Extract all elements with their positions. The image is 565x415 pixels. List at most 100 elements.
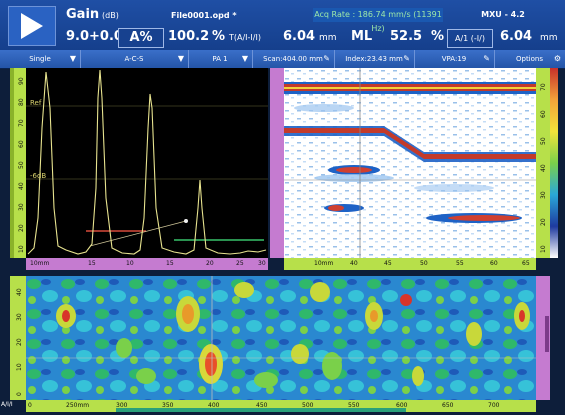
edit-pencil-icon: ✎: [403, 54, 410, 63]
ruler-strip: [10, 68, 14, 258]
ruler-tick: 250mm: [66, 402, 90, 409]
cscan-scan-ruler[interactable]: 0 250mm 300 350 400 450 500 550 600 650 …: [26, 400, 536, 412]
ruler-tick: 70: [540, 83, 547, 91]
db-label: -6dB: [30, 172, 47, 180]
toolbar-index[interactable]: Index:23.43 mm ✎: [334, 50, 415, 68]
ruler-tick: 30: [18, 203, 25, 211]
ruler-tick: 700: [488, 402, 500, 409]
dropdown-arrow-icon: ▼: [177, 54, 184, 63]
file-name: File0001.opd *: [171, 11, 237, 20]
amplitude-value: 100.2: [168, 29, 210, 44]
bscan-left-ruler[interactable]: [270, 68, 284, 258]
ruler-tick: 65: [522, 260, 530, 267]
ruler-tick: 60: [540, 110, 547, 118]
t-value: 6.04: [283, 29, 316, 44]
gain-label: Gain: [66, 7, 100, 22]
a1-value: 6.04: [500, 29, 533, 44]
ml-unit: %: [431, 29, 445, 44]
ruler-tick: 0: [16, 392, 23, 396]
t-unit: mm: [319, 33, 337, 43]
ruler-tick: 40: [18, 182, 25, 190]
cscan-right-ruler[interactable]: [536, 276, 550, 400]
dropdown-arrow-icon: ▼: [69, 54, 76, 63]
bscan-right-ruler[interactable]: 10 20 30 40 50 60 70: [536, 68, 550, 258]
gain-unit: (dB): [102, 11, 119, 20]
bscan-image: [284, 68, 536, 258]
t-label: T(A/I-I/I): [229, 33, 261, 42]
scan-scrollbar[interactable]: [116, 408, 406, 412]
bscan-view[interactable]: [284, 68, 536, 258]
ruler-tick: 10mm: [30, 260, 50, 267]
scroll-thumb[interactable]: [545, 316, 549, 352]
toolbar-group[interactable]: PA 1 ▼: [188, 50, 253, 68]
amplitude-mode-selector[interactable]: A%: [118, 28, 164, 48]
ruler-tick: 30: [258, 260, 266, 267]
ruler-tick: 10mm: [314, 260, 334, 267]
ascan-plot: [26, 69, 268, 255]
ruler-tick: 10: [540, 245, 547, 253]
ruler-tick: 10: [18, 245, 25, 253]
ruler-tick: 20: [206, 260, 214, 267]
ruler-tick: 50: [540, 137, 547, 145]
device-label: MXU - 4.2: [481, 10, 525, 19]
ascan-amplitude-ruler[interactable]: 10 20 30 40 50 60 70 80 90: [10, 68, 26, 258]
ruler-tick: 550: [348, 402, 360, 409]
cscan-image: [26, 276, 536, 400]
ruler-tick: 15: [88, 260, 96, 267]
ml-label: ML: [351, 29, 373, 44]
ruler-tick: 500: [302, 402, 314, 409]
ruler-tick: 90: [18, 77, 25, 85]
ruler-tick: 20: [16, 338, 23, 346]
ruler-tick: 40: [350, 260, 358, 267]
cscan-view[interactable]: [26, 276, 536, 400]
ruler-tick: 30: [16, 313, 23, 321]
acq-rate: Acq Rate : 186.74 mm/s (11391 Hz): [313, 8, 443, 33]
ruler-tick: 60: [18, 140, 25, 148]
edit-pencil-icon: ✎: [483, 54, 490, 63]
toolbar-scan[interactable]: Scan:404.00 mm ✎: [252, 50, 335, 68]
play-icon: [21, 13, 43, 39]
ruler-tick: 60: [490, 260, 498, 267]
ruler-tick: 20: [540, 218, 547, 226]
ruler-tick: 50: [18, 161, 25, 169]
ruler-tick: 50: [420, 260, 428, 267]
toolbar-options[interactable]: Options ⚙: [494, 50, 565, 68]
ruler-tick: 400: [208, 402, 220, 409]
gain-value[interactable]: 9.0: [66, 29, 90, 44]
ruler-tick: 40: [16, 288, 23, 296]
color-palette-bar: [550, 68, 558, 258]
ruler-tick: 80: [18, 98, 25, 106]
ascan-view[interactable]: Ref -6dB: [26, 68, 268, 258]
ref-label: Ref: [30, 99, 42, 107]
play-button[interactable]: [8, 6, 56, 46]
ascan-depth-ruler[interactable]: 10mm 15 10 15 20 25 30: [26, 258, 268, 270]
ruler-tick: 0: [28, 402, 32, 409]
cscan-axis-label: A/I/I: [1, 401, 13, 408]
a1-selector[interactable]: A/1 (-I/): [447, 29, 493, 48]
ruler-tick: 25: [236, 260, 244, 267]
gain-offset: +0.0: [89, 29, 123, 44]
view-divider: [0, 270, 565, 276]
ruler-tick: 300: [116, 402, 128, 409]
ruler-tick: 15: [166, 260, 174, 267]
a1-unit: mm: [540, 33, 558, 43]
ruler-tick: 450: [256, 402, 268, 409]
ruler-tick: 70: [18, 119, 25, 127]
ml-value: 52.5: [390, 29, 423, 44]
ruler-tick: 10: [16, 363, 23, 371]
options-icon: ⚙: [553, 54, 561, 63]
ruler-tick: 350: [162, 402, 174, 409]
toolbar-vpa[interactable]: VPA:19 ✎: [414, 50, 495, 68]
dropdown-arrow-icon: ▼: [241, 54, 248, 63]
ruler-tick: 45: [384, 260, 392, 267]
toolbar: Single ▼ A-C-S ▼ PA 1 ▼ Scan:404.00 mm ✎ Ind…: [0, 50, 565, 69]
ruler-tick: 20: [18, 224, 25, 232]
toolbar-single[interactable]: Single ▼: [0, 50, 81, 68]
bscan-scan-ruler[interactable]: 10mm 40 45 50 55 60 65: [284, 258, 536, 270]
ruler-tick: 600: [396, 402, 408, 409]
toolbar-view-layout[interactable]: A-C-S ▼: [80, 50, 189, 68]
cscan-index-ruler[interactable]: 0 10 20 30 40: [10, 276, 26, 400]
header-bar: Gain (dB) 9.0 +0.0 File0001.opd * Acq Ra…: [0, 0, 565, 51]
edit-pencil-icon: ✎: [323, 54, 330, 63]
amplitude-unit: %: [212, 29, 226, 44]
